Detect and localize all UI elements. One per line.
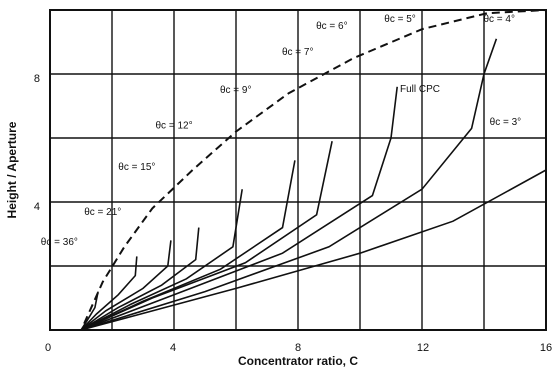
series-label-0: θc = 36°: [41, 237, 78, 248]
series-label-9: θc = 3°: [490, 117, 522, 128]
series-curve-7: [80, 86, 398, 331]
series-label-8: θc = 4°: [483, 14, 515, 25]
x-tick-label-4: 4: [170, 342, 176, 354]
y-tick-label-4: 4: [34, 201, 40, 213]
series-curve-4: [80, 189, 243, 331]
series-curve-9: [80, 169, 547, 331]
series-curve-1: [80, 256, 138, 331]
series-label-5: θc = 7°: [282, 47, 314, 58]
curve-layer: [80, 9, 547, 331]
series-label-7: θc = 5°: [384, 14, 416, 25]
series-curve-5: [80, 160, 296, 331]
y-tick-label-8: 8: [34, 73, 40, 85]
x-tick-label-16: 16: [540, 342, 552, 354]
series-curve-3: [80, 227, 200, 331]
series-label-3: θc = 12°: [156, 120, 193, 131]
y-axis-label: Height / Aperture: [5, 121, 19, 218]
x-tick-label-8: 8: [295, 342, 301, 354]
series-curve-8: [80, 38, 498, 331]
series-label-4: θc = 9°: [220, 85, 252, 96]
series-label-2: θc = 15°: [118, 162, 155, 173]
series-curve-0: [80, 291, 99, 331]
x-axis-label: Concentrator ratio, C: [238, 354, 358, 368]
x-tick-label-12: 12: [417, 342, 429, 354]
plot-frame: [49, 9, 547, 331]
x-tick-label-0: 0: [45, 342, 51, 354]
series-label-6: θc = 6°: [316, 21, 348, 32]
full-cpc-label: Full CPC: [400, 84, 440, 95]
full-cpc-curve: [83, 9, 547, 325]
series-curve-2: [80, 240, 172, 331]
label-layer: θc = 36° θc = 21° θc = 15° θc = 12° θc = 9° θ…: [41, 14, 521, 248]
series-label-1: θc = 21°: [84, 207, 121, 218]
series-curve-6: [80, 141, 333, 331]
